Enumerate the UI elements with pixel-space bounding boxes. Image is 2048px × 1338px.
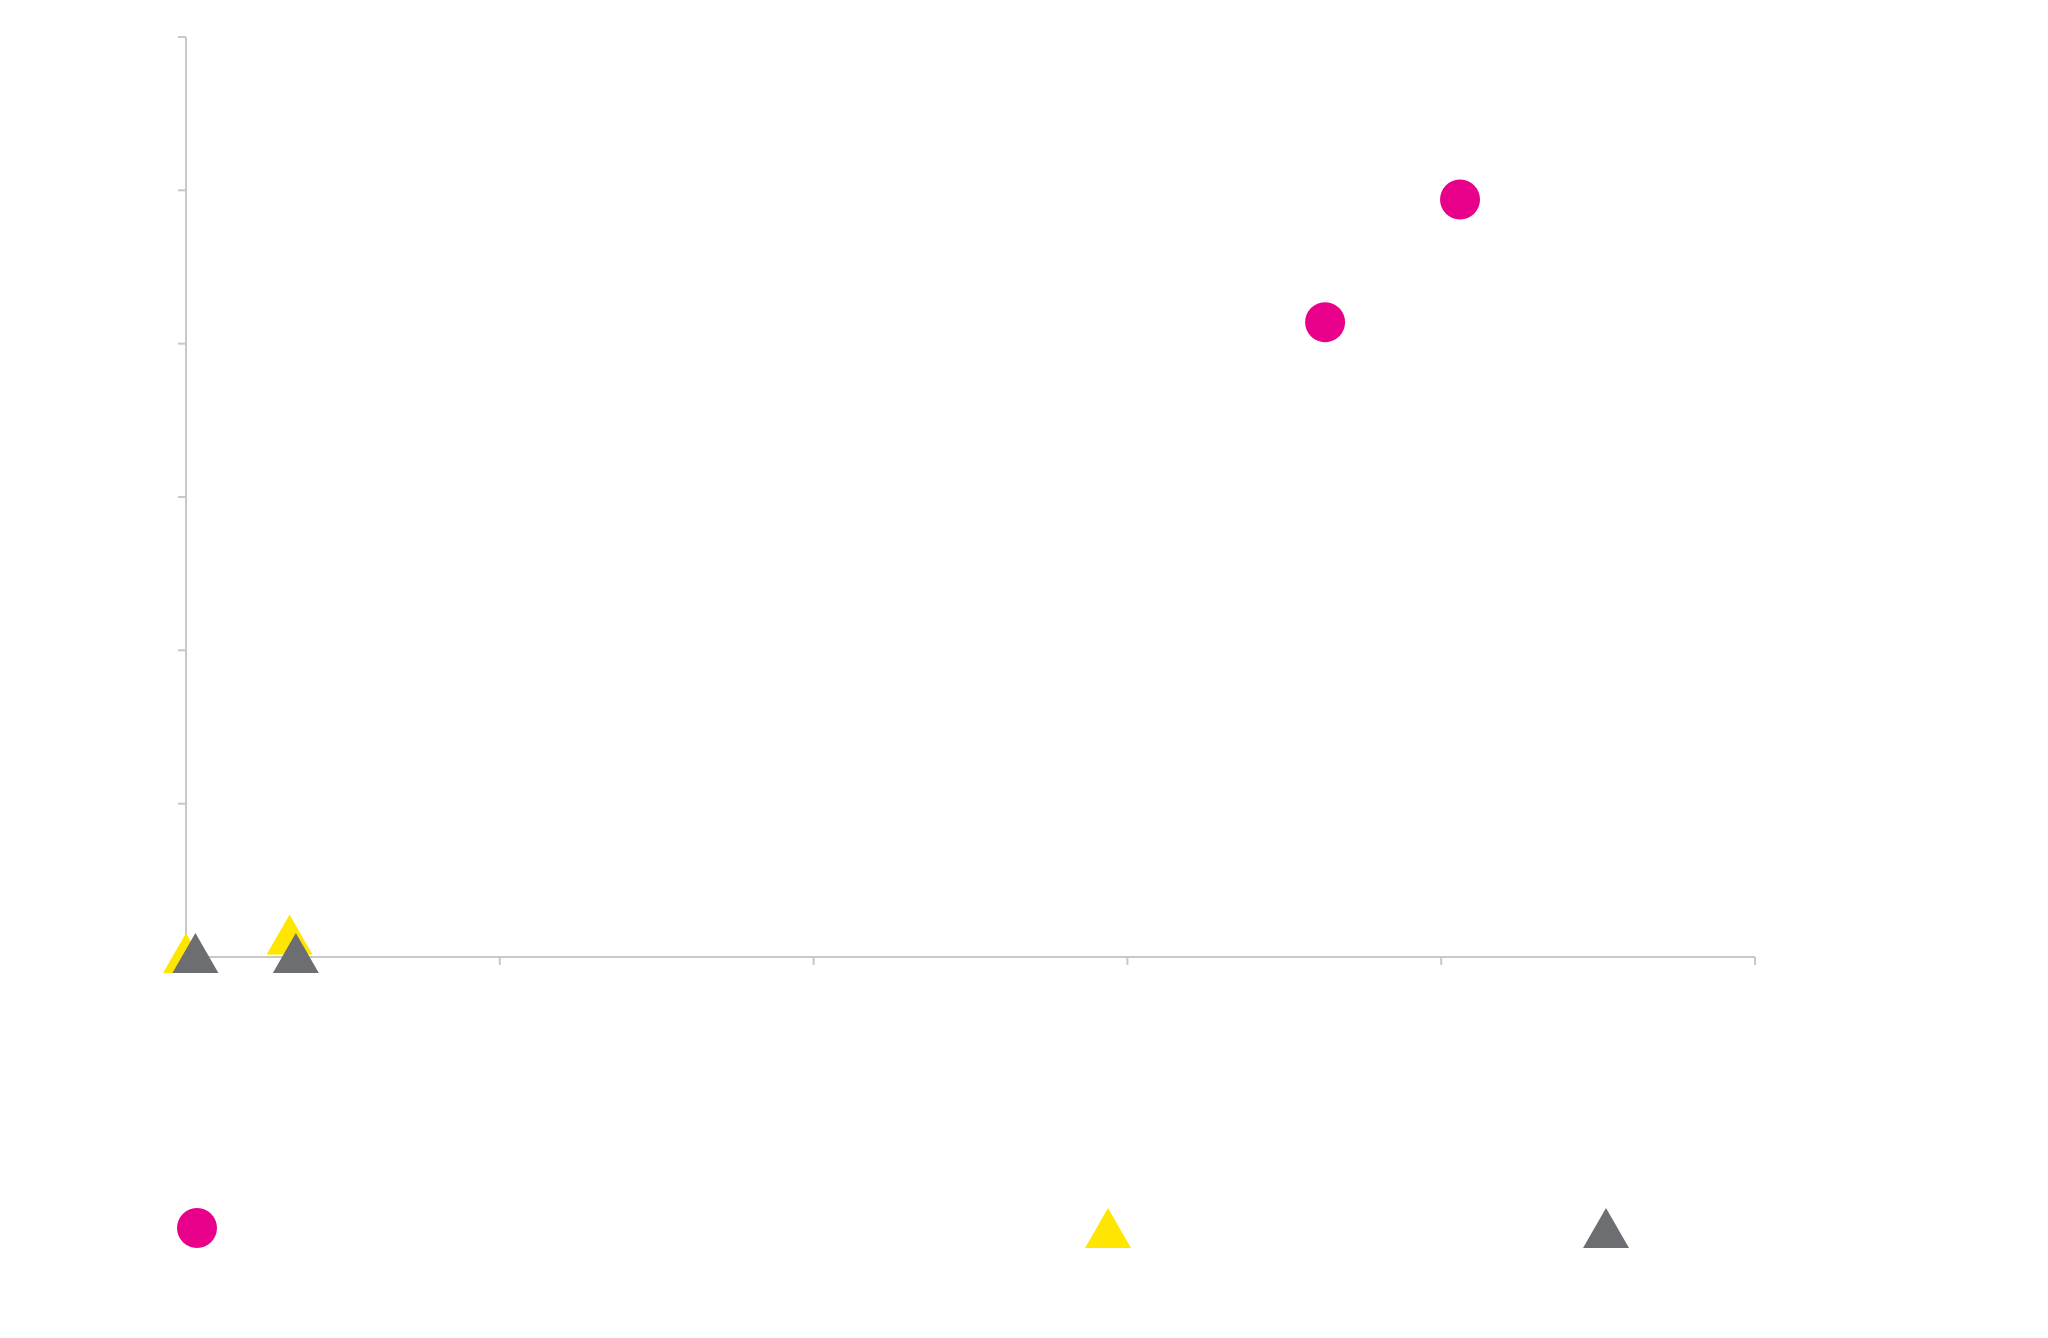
legend-marker-series-1 — [177, 1208, 217, 1248]
series-3-point-1 — [172, 932, 219, 974]
legend — [177, 1207, 1629, 1249]
series-3-point-2 — [272, 932, 319, 974]
legend-marker-series-3 — [1583, 1207, 1629, 1249]
series-1-point-2 — [1440, 179, 1481, 220]
legend-marker-series-2 — [1085, 1207, 1131, 1249]
series-1-point-1 — [1305, 302, 1346, 343]
data-points — [163, 179, 1481, 974]
axes — [178, 36, 1756, 965]
